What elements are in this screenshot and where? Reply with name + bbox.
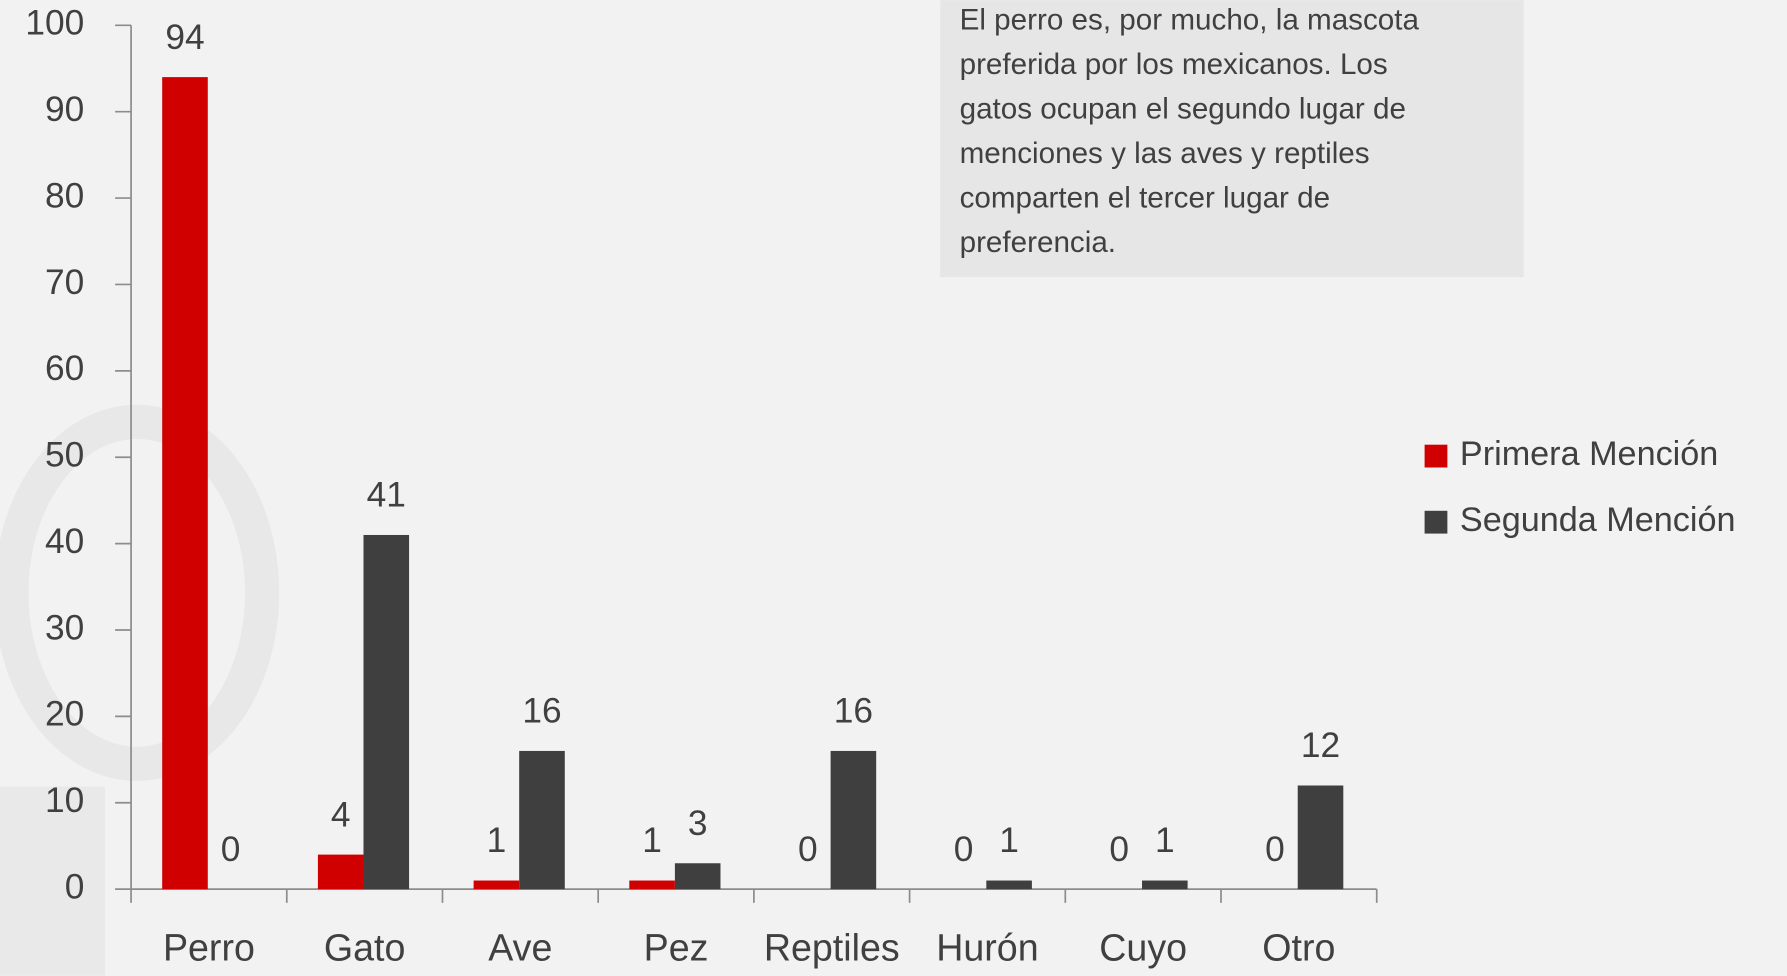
- annotation-line: preferencia.: [960, 226, 1116, 259]
- bar: [986, 880, 1032, 890]
- bar: [473, 880, 520, 890]
- watermark: [0, 404, 280, 781]
- data-label: 41: [367, 476, 406, 515]
- data-label: 1: [1155, 821, 1175, 860]
- y-tick-label: 80: [45, 176, 84, 215]
- annotation-line: gatos ocupan el segundo lugar de: [960, 93, 1406, 126]
- y-tick-label: 60: [45, 349, 84, 388]
- x-tick-label: Reptiles: [764, 927, 900, 969]
- bar: [1297, 785, 1344, 890]
- x-tick-label: Perro: [163, 927, 255, 969]
- legend-label: Primera Mención: [1460, 435, 1718, 473]
- bar: [363, 534, 410, 890]
- x-tick-label: Otro: [1262, 927, 1335, 969]
- x-tick-label: Pez: [644, 927, 709, 969]
- y-tick-label: 30: [45, 608, 84, 647]
- data-label: 0: [221, 830, 241, 869]
- data-label: 0: [1265, 830, 1285, 869]
- bar: [162, 77, 208, 890]
- y-tick-label: 10: [45, 781, 84, 820]
- data-label: 1: [999, 821, 1019, 860]
- y-tick-label: 100: [25, 4, 84, 43]
- x-tick-label: Ave: [488, 927, 552, 969]
- annotation-box: [940, 0, 1524, 278]
- data-label: 0: [798, 830, 818, 869]
- bar: [629, 880, 675, 890]
- data-label: 0: [1109, 830, 1129, 869]
- y-tick-label: 70: [45, 263, 84, 302]
- bar: [830, 750, 877, 890]
- annotation-line: El perro es, por mucho, la mascota: [960, 4, 1420, 37]
- bar: [317, 854, 364, 890]
- y-tick-label: 50: [45, 436, 84, 475]
- data-label: 3: [688, 804, 708, 843]
- data-label: 94: [165, 18, 204, 57]
- y-tick-label: 90: [45, 90, 84, 129]
- x-tick-label: Hurón: [936, 927, 1038, 969]
- data-label: 1: [487, 821, 507, 860]
- annotation-line: menciones y las aves y reptiles: [960, 137, 1370, 170]
- y-tick-label: 40: [45, 522, 84, 561]
- watermark: [0, 786, 105, 976]
- y-tick-label: 20: [45, 695, 84, 734]
- x-tick-label: Gato: [324, 927, 406, 969]
- legend-label: Segunda Mención: [1460, 501, 1736, 539]
- annotation-line: comparten el tercer lugar de: [960, 181, 1331, 214]
- y-tick-label: 0: [65, 867, 85, 906]
- bar: [674, 863, 721, 890]
- data-label: 12: [1301, 726, 1340, 765]
- annotation-line: preferida por los mexicanos. Los: [960, 48, 1388, 81]
- data-label: 16: [522, 692, 561, 731]
- data-label: 16: [834, 692, 873, 731]
- bar: [1142, 880, 1188, 890]
- data-label: 1: [642, 821, 662, 860]
- bar: [519, 750, 565, 890]
- legend-swatch: [1424, 444, 1448, 468]
- x-tick-label: Cuyo: [1099, 927, 1187, 969]
- data-label: 4: [331, 795, 351, 834]
- legend-swatch: [1424, 510, 1448, 534]
- data-label: 0: [954, 830, 974, 869]
